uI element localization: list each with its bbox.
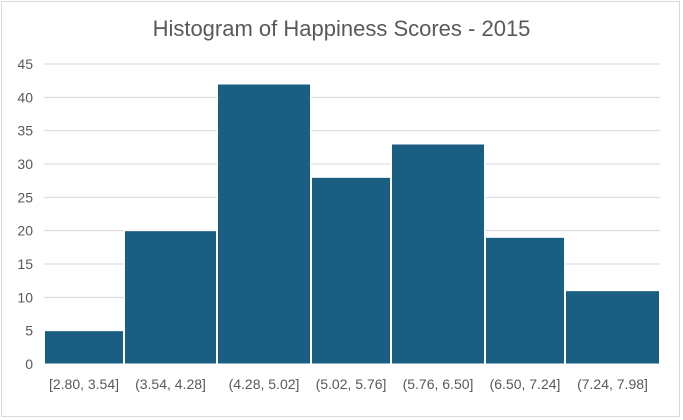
histogram-bar [311,176,391,365]
x-tick-label: (4.28, 5.02] [229,376,300,392]
y-tick-label: 30 [17,156,33,172]
y-tick-label: 15 [17,256,33,272]
x-tick-label: (6.50, 7.24] [490,376,561,392]
chart-title: Histogram of Happiness Scores - 2015 [152,16,531,41]
x-tick-label: (5.02, 5.76] [316,376,387,392]
histogram-bar [391,143,485,365]
y-tick-label: 10 [17,289,33,305]
y-tick-label: 0 [25,356,33,372]
histogram-bar [217,83,311,365]
histogram-bar [44,330,124,365]
histogram-bar [565,290,660,365]
x-tick-label: (3.54, 4.28] [135,376,206,392]
x-tick-label: (5.76, 6.50] [403,376,474,392]
x-tick-label: (7.24, 7.98] [577,376,648,392]
y-axis-ticks: 0 5 10 15 20 25 30 35 40 45 [17,56,33,372]
y-tick-label: 40 [17,89,33,105]
x-tick-label: [2.80, 3.54] [49,376,119,392]
histogram-bar [485,236,565,365]
y-tick-label: 45 [17,56,33,72]
y-tick-label: 35 [17,123,33,139]
x-axis-ticks: [2.80, 3.54] (3.54, 4.28] (4.28, 5.02] (5.0… [49,376,648,392]
y-tick-label: 5 [25,323,33,339]
histogram-bar [124,230,217,365]
y-tick-label: 20 [17,223,33,239]
y-tick-label: 25 [17,189,33,205]
bars [44,83,660,365]
